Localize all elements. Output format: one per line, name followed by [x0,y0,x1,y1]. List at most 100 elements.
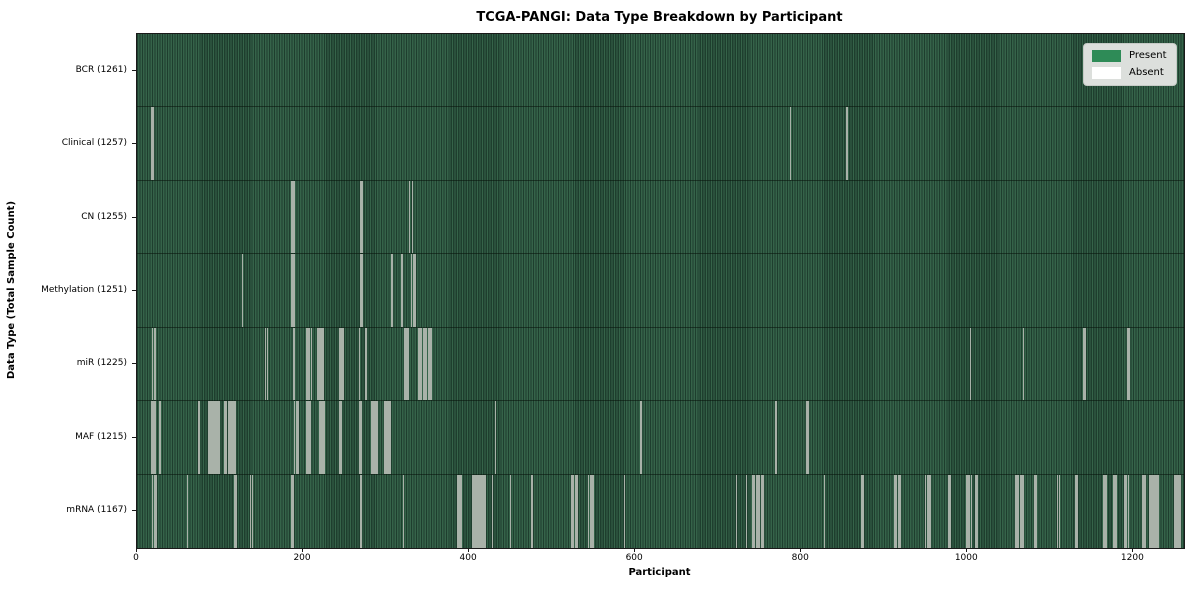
absent-mark [153,474,156,548]
x-tick-label: 1000 [954,553,978,563]
absent-mark [266,327,269,401]
absent-mark [264,327,267,401]
y-tick-label: BCR (1261) [75,64,127,75]
legend-swatch-icon [1092,67,1121,79]
absent-mark [293,327,295,401]
absent-mark [1058,474,1061,548]
y-tick-label: Methylation (1251) [41,285,127,295]
absent-mark [1126,327,1129,401]
absent-mark [472,474,474,548]
absent-mark [323,401,326,474]
x-tick [800,548,802,552]
absent-mark [753,474,756,548]
absent-mark [899,474,901,548]
y-tick [132,69,136,71]
absent-mark [928,474,930,548]
absent-mark [386,401,388,474]
absent-mark [1113,474,1115,548]
legend-label: Absent [1129,67,1164,78]
absent-mark [407,327,410,401]
absent-mark [308,327,311,401]
absent-mark [229,401,231,474]
absent-mark [420,327,423,401]
absent-mark [422,327,425,401]
x-tick [136,548,137,552]
absent-mark [406,327,408,401]
x-tick [302,548,304,552]
absent-mark [1177,474,1179,548]
legend-swatch-icon [1092,50,1121,62]
absent-mark [1124,474,1126,548]
absent-mark [151,474,154,548]
absent-mark [1017,474,1020,548]
x-tick [634,548,636,552]
absent-mark [897,474,900,548]
absent-mark [404,327,406,401]
y-tick-label: mRNA (1167) [66,505,127,516]
absent-mark [484,474,486,548]
y-tick [132,216,136,218]
absent-mark [308,401,310,474]
absent-mark [218,401,220,474]
absent-mark [806,401,808,474]
y-tick-label: miR (1225) [76,358,127,369]
heatmap-row-clinical [137,107,1184,181]
x-tick [1132,548,1134,552]
absent-mark [412,254,415,327]
x-tick-label: 0 [133,553,139,563]
absent-mark [424,327,426,401]
absent-mark [414,254,416,327]
absent-mark [154,327,156,401]
absent-mark [371,401,373,474]
absent-mark [592,474,595,548]
x-tick-label: 400 [459,553,477,563]
absent-mark [411,180,414,254]
absent-mark [1144,474,1146,548]
absent-mark [384,401,386,474]
absent-mark [1115,474,1117,548]
chart-title: TCGA-PANGI: Data Type Breakdown by Parti… [476,10,843,25]
absent-mark [419,327,421,401]
x-tick [468,548,470,552]
absent-mark [295,401,298,474]
absent-mark [224,401,226,474]
absent-mark [589,474,591,548]
absent-mark [1105,474,1107,548]
absent-mark [401,254,403,327]
absent-mark [320,327,322,401]
absent-mark [306,401,308,474]
absent-mark [338,401,341,474]
absent-mark [1084,327,1086,401]
absent-mark [1014,474,1017,548]
absent-mark [1022,327,1025,401]
absent-mark [340,401,342,474]
absent-mark [477,474,479,548]
absent-mark [1155,474,1158,548]
absent-mark [976,474,978,548]
y-tick [132,436,136,438]
absent-mark [1149,474,1151,548]
absent-mark [1076,474,1079,548]
absent-mark [208,401,210,474]
absent-mark [1142,474,1144,548]
absent-mark [151,107,153,180]
absent-mark [361,180,363,254]
absent-mark [293,254,295,327]
absent-mark [1150,474,1153,548]
absent-mark [949,474,952,548]
absent-mark [494,401,497,474]
absent-mark [374,401,376,474]
absent-mark [152,401,155,474]
absent-mark [307,327,309,401]
absent-mark [1082,327,1085,401]
absent-mark [305,327,308,401]
absent-mark [360,474,362,548]
absent-mark [1016,474,1018,548]
absent-mark [155,474,157,548]
absent-mark [974,474,977,548]
absent-mark [293,180,295,254]
legend-item-present: Present [1092,50,1167,62]
absent-mark [154,401,156,474]
absent-mark [159,401,161,474]
absent-mark [1157,474,1159,548]
